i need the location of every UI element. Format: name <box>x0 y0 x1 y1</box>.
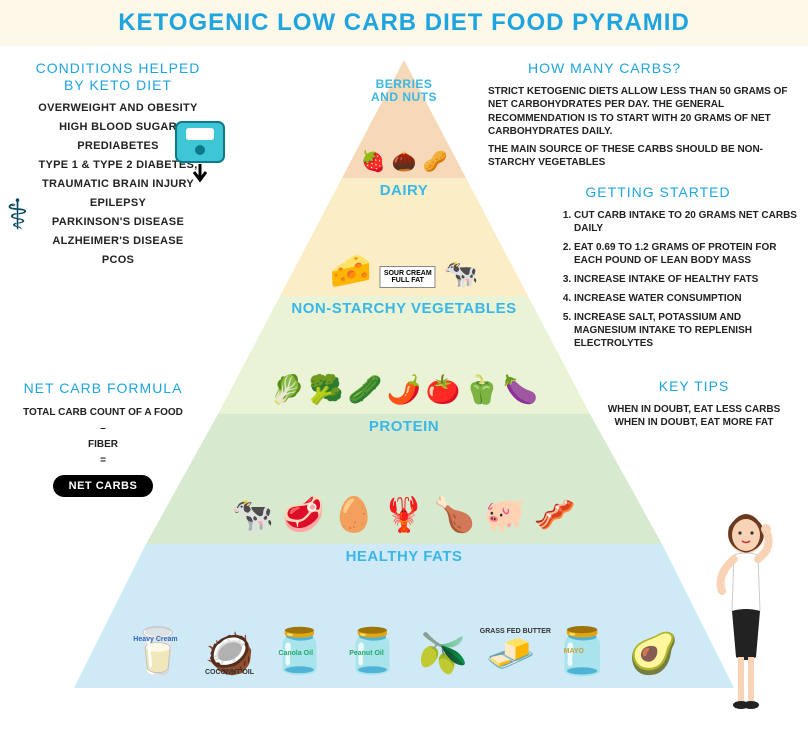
food-icon: 🥑 <box>629 634 679 674</box>
formula-line: TOTAL CARB COUNT OF A FOOD <box>8 405 198 421</box>
food-icon: 🥒 <box>348 376 383 404</box>
tips-line1: WHEN IN DOUBT, EAT LESS CARBS <box>594 403 794 417</box>
food-icon: 🐄 <box>232 498 274 532</box>
start-heading: GETTING STARTED <box>518 184 798 201</box>
getting-started-block: GETTING STARTED CUT CARB INTAKE TO 20 GR… <box>518 184 798 350</box>
list-item: PARKINSON'S DISEASE <box>8 216 228 228</box>
carbs-heading: HOW MANY CARBS? <box>488 60 798 77</box>
header-band: KETOGENIC LOW CARB DIET FOOD PYRAMID <box>0 0 808 46</box>
tier-berries-nuts: BERRIES AND NUTS 🍓 🌰 🥜 <box>342 60 466 178</box>
food-icon: 🌶️ <box>387 376 422 404</box>
caduceus-icon: ⚕ <box>6 190 29 239</box>
carbs-block: HOW MANY CARBS? STRICT KETOGENIC DIETS A… <box>488 60 798 170</box>
food-icon: 🍅 <box>425 376 460 404</box>
food-icon: 🍓 <box>361 152 386 172</box>
start-list: CUT CARB INTAKE TO 20 GRAMS NET CARBS DA… <box>518 209 798 350</box>
tier-label-veg: NON-STARCHY VEGETABLES <box>291 300 516 317</box>
tier-label-fats: HEALTHY FATS <box>346 548 463 565</box>
food-icon: 🧀 <box>329 254 371 288</box>
tips-heading: KEY TIPS <box>594 378 794 395</box>
food-icon: 🥚 <box>332 498 374 532</box>
sour-cream-badge: SOUR CREAM FULL FAT <box>380 266 436 288</box>
tier-label-berries: BERRIES AND NUTS <box>371 78 437 104</box>
list-item: CUT CARB INTAKE TO 20 GRAMS NET CARBS DA… <box>574 209 798 235</box>
formula-equals: = <box>8 453 198 469</box>
carbs-body1: STRICT KETOGENIC DIETS ALLOW LESS THAN 5… <box>488 85 798 139</box>
product-coconut: 🥥 COCONUT OIL <box>205 634 255 674</box>
netcarb-heading: NET CARB FORMULA <box>8 380 198 397</box>
list-item: ALZHEIMER'S DISEASE <box>8 235 228 247</box>
list-item: OVERWEIGHT AND OBESITY <box>8 102 228 114</box>
product-mayo: 🫙 MAYO <box>554 628 611 674</box>
list-item: PCOS <box>8 254 228 266</box>
tier-fats: HEALTHY FATS 🥛 Heavy Cream 🥥 COCONUT OIL… <box>74 544 734 688</box>
formula-minus: – <box>8 421 198 437</box>
netcarb-pill: NET CARBS <box>53 475 154 497</box>
formula-line: FIBER <box>8 437 198 453</box>
list-item: INCREASE WATER CONSUMPTION <box>574 292 798 305</box>
food-icon: 🥩 <box>282 498 324 532</box>
tier-label-dairy: DAIRY <box>380 182 429 199</box>
food-icon: 🥦 <box>309 376 344 404</box>
food-icon: 🐄 <box>444 260 479 288</box>
food-icon: 🥜 <box>422 152 447 172</box>
food-icon: 🥓 <box>534 498 576 532</box>
tips-block: KEY TIPS WHEN IN DOUBT, EAT LESS CARBS W… <box>594 378 794 430</box>
food-icon: 🫒 <box>418 634 468 674</box>
list-item: EPILEPSY <box>8 197 228 209</box>
food-icon: 🐖 <box>484 498 526 532</box>
product-cream: 🥛 Heavy Cream <box>129 628 186 674</box>
carbs-body2: THE MAIN SOURCE OF THESE CARBS SHOULD BE… <box>488 143 798 170</box>
scale-icon <box>172 120 228 184</box>
woman-figure-icon <box>696 507 796 717</box>
product-butter: 🧈 GRASS FED BUTTER <box>486 634 536 674</box>
food-icon: 🍗 <box>433 498 475 532</box>
food-icon: 🥬 <box>270 376 305 404</box>
tips-line2: WHEN IN DOUBT, EAT MORE FAT <box>594 416 794 430</box>
food-icon: 🫑 <box>464 376 499 404</box>
food-icon: 🦞 <box>383 498 425 532</box>
tier-label-protein: PROTEIN <box>369 418 439 435</box>
conditions-block: CONDITIONS HELPEDBY KETO DIET ⚕ OVERWEIG… <box>8 60 228 273</box>
product-peanut: 🫙 Peanut Oil <box>345 630 400 674</box>
tier-protein: PROTEIN 🐄 🥩 🥚 🦞 🍗 🐖 🥓 <box>146 414 662 544</box>
netcarb-block: NET CARB FORMULA TOTAL CARB COUNT OF A F… <box>8 380 198 497</box>
conditions-heading: CONDITIONS HELPEDBY KETO DIET <box>8 60 228 94</box>
right-column: HOW MANY CARBS? STRICT KETOGENIC DIETS A… <box>488 60 798 356</box>
page-title: KETOGENIC LOW CARB DIET FOOD PYRAMID <box>118 9 690 37</box>
food-icon: 🍆 <box>503 376 538 404</box>
food-icon: 🌰 <box>392 152 417 172</box>
list-item: EAT 0.69 TO 1.2 GRAMS OF PROTEIN FOR EAC… <box>574 241 798 267</box>
list-item: INCREASE SALT, POTASSIUM AND MAGNESIUM I… <box>574 311 798 350</box>
list-item: INCREASE INTAKE OF HEALTHY FATS <box>574 273 798 286</box>
product-canola: 🫙 Canola Oil <box>272 630 327 674</box>
